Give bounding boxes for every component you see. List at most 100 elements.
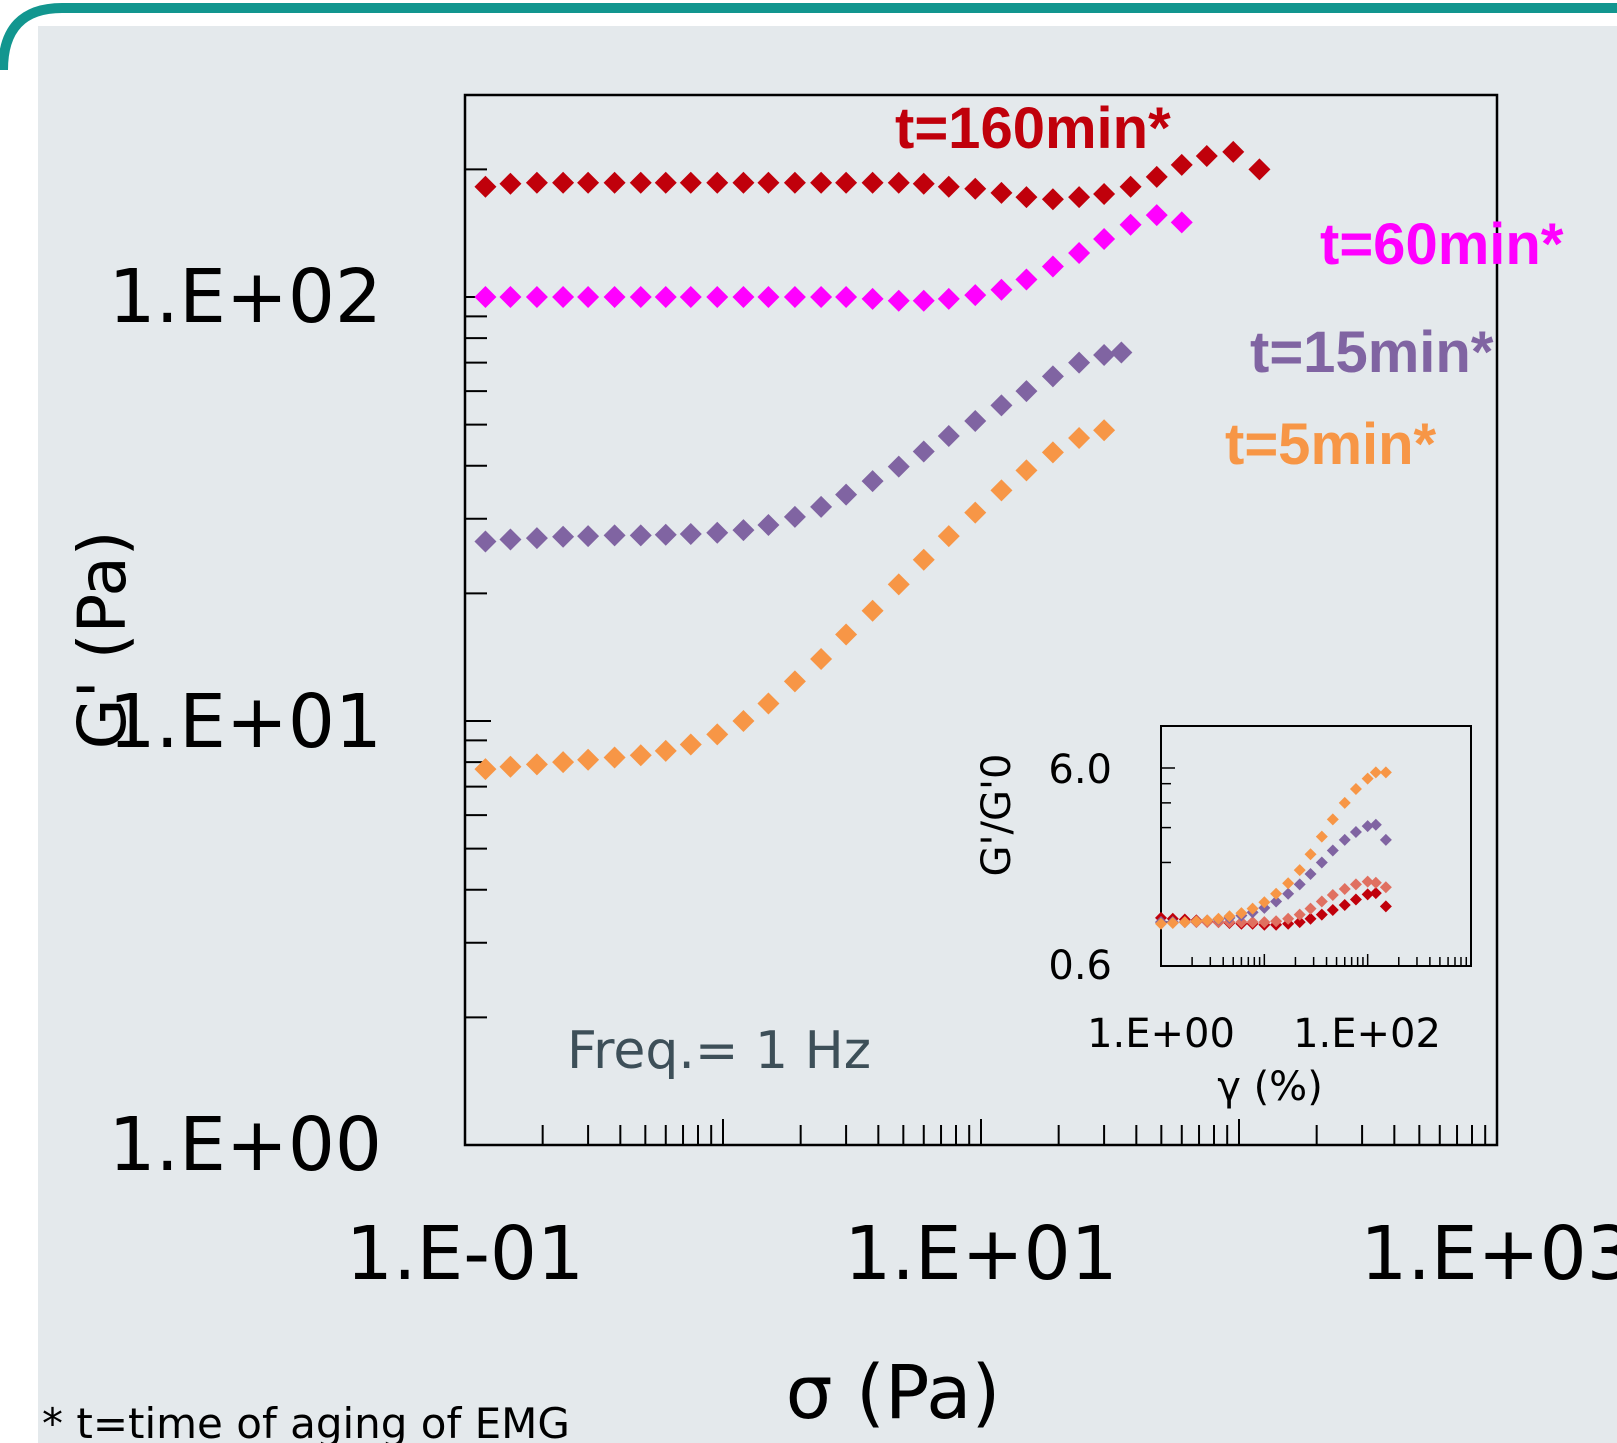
data-point xyxy=(706,171,729,194)
inset-data-point xyxy=(1338,796,1351,809)
inset-data-point xyxy=(1246,902,1259,915)
data-point xyxy=(912,289,935,312)
data-point xyxy=(990,479,1013,502)
inset-data-point xyxy=(1270,887,1283,900)
inset-x-axis-title: γ (%) xyxy=(1217,1064,1323,1110)
inset-data-point xyxy=(1338,882,1351,895)
inset-data-point xyxy=(1282,912,1295,925)
inset-data-point xyxy=(1293,864,1306,877)
data-point xyxy=(810,286,833,308)
inset-data-point xyxy=(1361,772,1374,785)
inset-data-point xyxy=(1270,915,1283,928)
inset-data-point xyxy=(1304,902,1317,915)
inset-data-point xyxy=(1166,916,1179,929)
data-point xyxy=(783,286,806,308)
inset-data-point xyxy=(1326,844,1339,857)
y-tick-label: 1.E+00 xyxy=(108,1102,382,1188)
inset-data-point xyxy=(1293,908,1306,921)
data-point xyxy=(474,175,497,198)
inset-plot-frame xyxy=(1160,725,1472,967)
data-point xyxy=(1170,211,1193,234)
data-point xyxy=(1068,186,1091,209)
data-point xyxy=(654,171,677,194)
data-point xyxy=(964,409,987,432)
inset-y-tick-label: 6.0 xyxy=(1048,747,1112,793)
data-point xyxy=(810,495,833,518)
inset-data-point xyxy=(1379,900,1392,913)
data-point xyxy=(1093,419,1116,442)
y-tick-label: 1.E+02 xyxy=(108,254,382,340)
data-point xyxy=(887,573,910,596)
data-point xyxy=(603,286,626,308)
data-point xyxy=(577,748,600,771)
inset-data-point xyxy=(1349,826,1362,839)
panel-background xyxy=(38,26,1617,1443)
inset-data-point xyxy=(1235,916,1248,929)
series-label-t60: t=60min* xyxy=(1320,212,1564,277)
inset-data-point xyxy=(1361,875,1374,888)
data-point xyxy=(629,744,652,767)
data-point xyxy=(1068,351,1091,374)
data-point xyxy=(887,171,910,194)
data-point xyxy=(679,733,702,756)
x-tick-label: 1.E+03 xyxy=(1360,1211,1617,1297)
data-point xyxy=(629,171,652,194)
data-point xyxy=(679,286,702,308)
data-point xyxy=(937,175,960,198)
data-point xyxy=(861,287,884,310)
inset-data-point xyxy=(1235,907,1248,920)
inset-data-point xyxy=(1349,878,1362,891)
data-point xyxy=(603,171,626,194)
inset-data-point xyxy=(1361,820,1374,833)
data-point xyxy=(990,181,1013,204)
inset-data-point xyxy=(1326,813,1339,826)
data-point xyxy=(757,692,780,715)
data-point xyxy=(1041,255,1064,278)
data-point xyxy=(1015,268,1038,291)
data-point xyxy=(679,171,702,194)
data-point xyxy=(706,286,729,308)
inset-data-point xyxy=(1258,916,1271,929)
data-point xyxy=(1093,228,1116,251)
data-point xyxy=(964,501,987,524)
inset-data-point xyxy=(1361,888,1374,901)
series-2-points xyxy=(474,341,1133,553)
inset-y-axis-title: G'/G'0 xyxy=(974,754,1020,877)
data-point xyxy=(577,525,600,548)
data-point xyxy=(1015,459,1038,482)
data-point xyxy=(474,758,497,781)
data-point xyxy=(990,394,1013,417)
inset-data-point xyxy=(1293,916,1306,929)
inset-x-tick-label: 1.E+00 xyxy=(1087,1011,1235,1057)
data-point xyxy=(861,599,884,622)
data-point xyxy=(679,523,702,546)
data-point xyxy=(732,710,755,732)
data-point xyxy=(1068,426,1091,449)
data-point xyxy=(757,513,780,536)
data-point xyxy=(887,455,910,478)
data-point xyxy=(937,425,960,448)
inset-data-point xyxy=(1258,896,1271,909)
inset-data-point xyxy=(1178,916,1191,929)
data-point xyxy=(499,286,522,308)
series-label-t15: t=15min* xyxy=(1250,320,1494,385)
data-point xyxy=(887,289,910,312)
inset-tick-marks xyxy=(1160,767,1468,966)
data-point xyxy=(757,286,780,308)
data-point xyxy=(912,440,935,463)
data-point xyxy=(912,548,935,571)
data-point xyxy=(732,286,755,308)
data-point xyxy=(552,525,575,548)
inset-data-point xyxy=(1369,766,1382,779)
data-point xyxy=(552,751,575,774)
inset-data-point xyxy=(1379,881,1392,894)
data-point xyxy=(732,171,755,194)
data-point xyxy=(835,286,858,308)
data-point xyxy=(1041,365,1064,388)
inset-data-point xyxy=(1282,887,1295,900)
inset-data-point xyxy=(1326,889,1339,902)
inset-data-point xyxy=(1223,910,1236,923)
series-1-points xyxy=(474,204,1193,312)
